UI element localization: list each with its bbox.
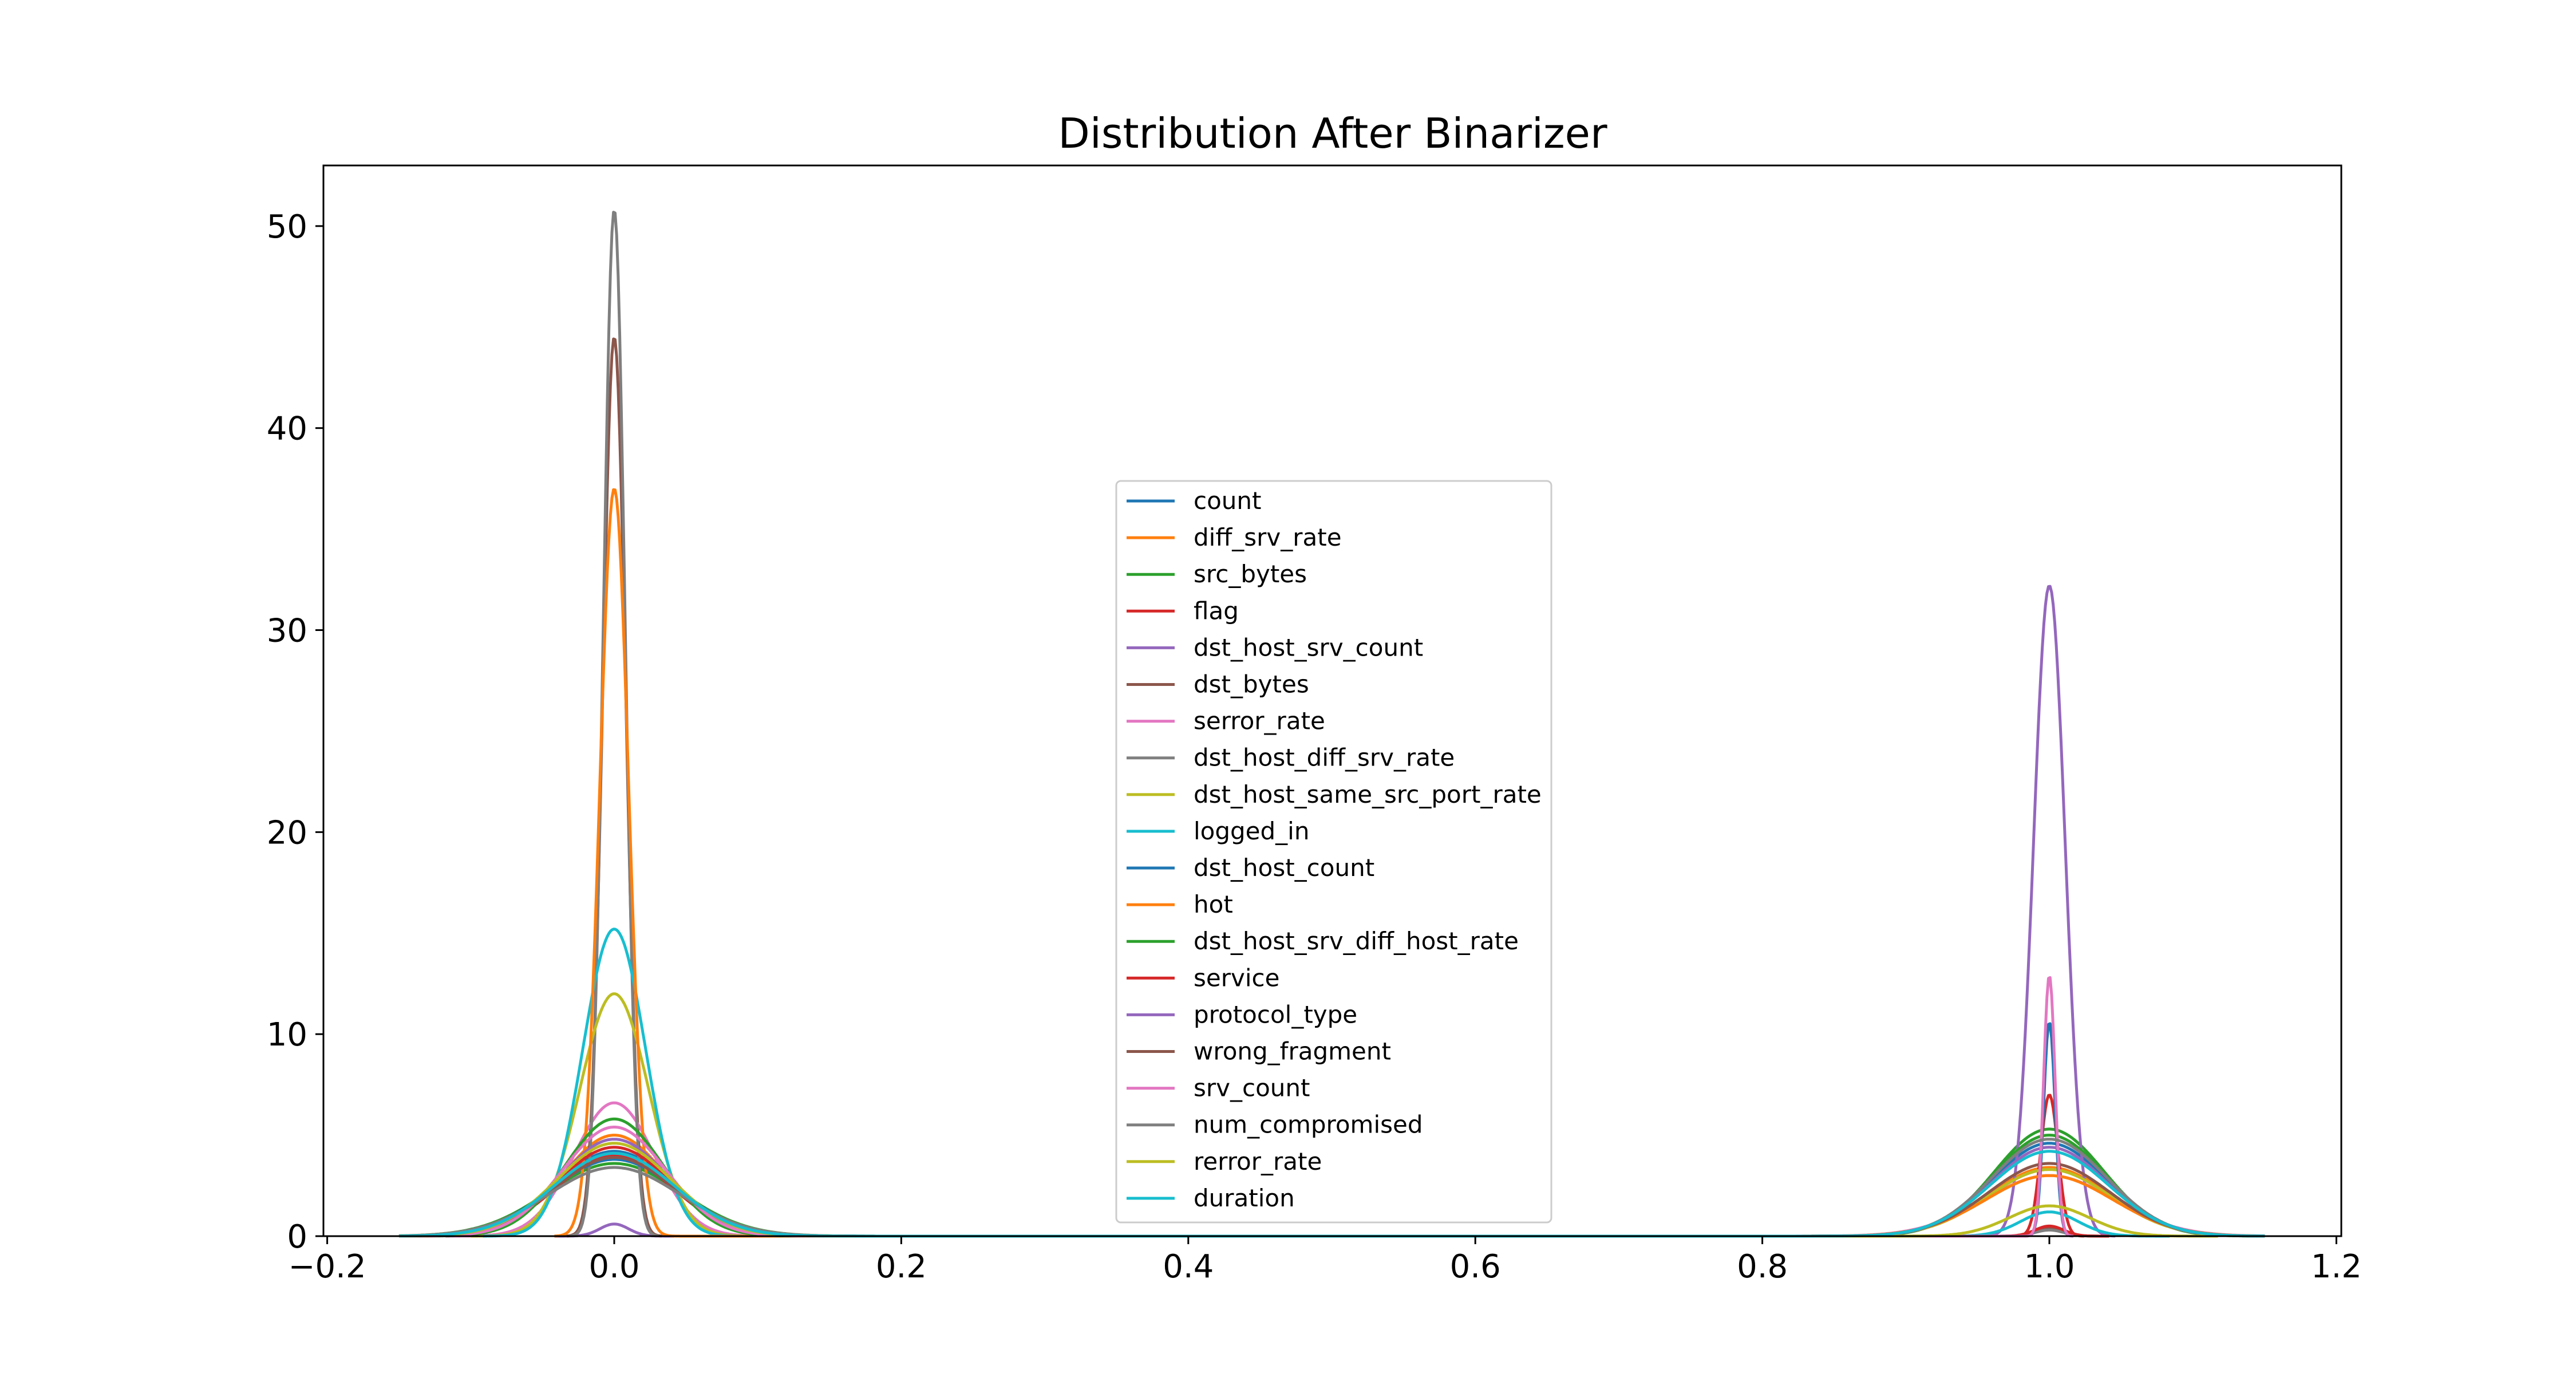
chart-title: Distribution After Binarizer xyxy=(1058,109,1607,157)
x-tick-label: 0.4 xyxy=(1163,1248,1214,1285)
legend-label: rerror_rate xyxy=(1194,1147,1322,1175)
x-tick-label: 0.8 xyxy=(1737,1248,1788,1285)
legend-label: dst_host_same_src_port_rate xyxy=(1194,780,1542,808)
legend-label: hot xyxy=(1194,890,1233,918)
legend-label: dst_host_count xyxy=(1194,854,1374,882)
y-tick-label: 50 xyxy=(267,208,307,246)
legend-label: duration xyxy=(1194,1184,1295,1212)
x-tick-label: 0.2 xyxy=(876,1248,927,1285)
legend-label: flag xyxy=(1194,597,1239,625)
legend-label: wrong_fragment xyxy=(1194,1037,1391,1066)
x-tick-label: 1.2 xyxy=(2311,1248,2362,1285)
x-tick-label: −0.2 xyxy=(289,1248,366,1285)
x-tick-label: 0.6 xyxy=(1450,1248,1501,1285)
legend-label: src_bytes xyxy=(1194,560,1307,588)
legend-label: dst_host_srv_count xyxy=(1194,633,1423,661)
legend-label: service xyxy=(1194,964,1279,992)
legend-label: dst_host_diff_srv_rate xyxy=(1194,744,1455,772)
legend-box xyxy=(1115,480,1552,1224)
legend-label: diff_srv_rate xyxy=(1194,523,1342,551)
legend-label: count xyxy=(1194,487,1262,515)
y-tick-label: 20 xyxy=(267,814,307,851)
x-tick-label: 1.0 xyxy=(2024,1248,2075,1285)
y-tick-label: 30 xyxy=(267,613,307,650)
legend-label: protocol_type xyxy=(1194,1000,1357,1028)
y-tick-label: 10 xyxy=(267,1016,307,1054)
legend-label: serror_rate xyxy=(1194,707,1325,735)
plot-frame xyxy=(322,164,2342,1237)
legend-label: dst_host_srv_diff_host_rate xyxy=(1194,927,1519,955)
legend-label: logged_in xyxy=(1194,817,1309,845)
legend-label: dst_bytes xyxy=(1194,670,1309,699)
legend-label: num_compromised xyxy=(1194,1111,1423,1139)
y-tick-label: 40 xyxy=(267,411,307,448)
x-tick-label: 0.0 xyxy=(588,1248,639,1285)
axes: −0.2 0.0 0.2 0.4 0.6 0.8 1.0 1.2 0 10 20 30 40 50 xyxy=(267,208,2362,1285)
y-tick-label: 0 xyxy=(287,1218,307,1256)
legend-label: srv_count xyxy=(1194,1074,1310,1102)
